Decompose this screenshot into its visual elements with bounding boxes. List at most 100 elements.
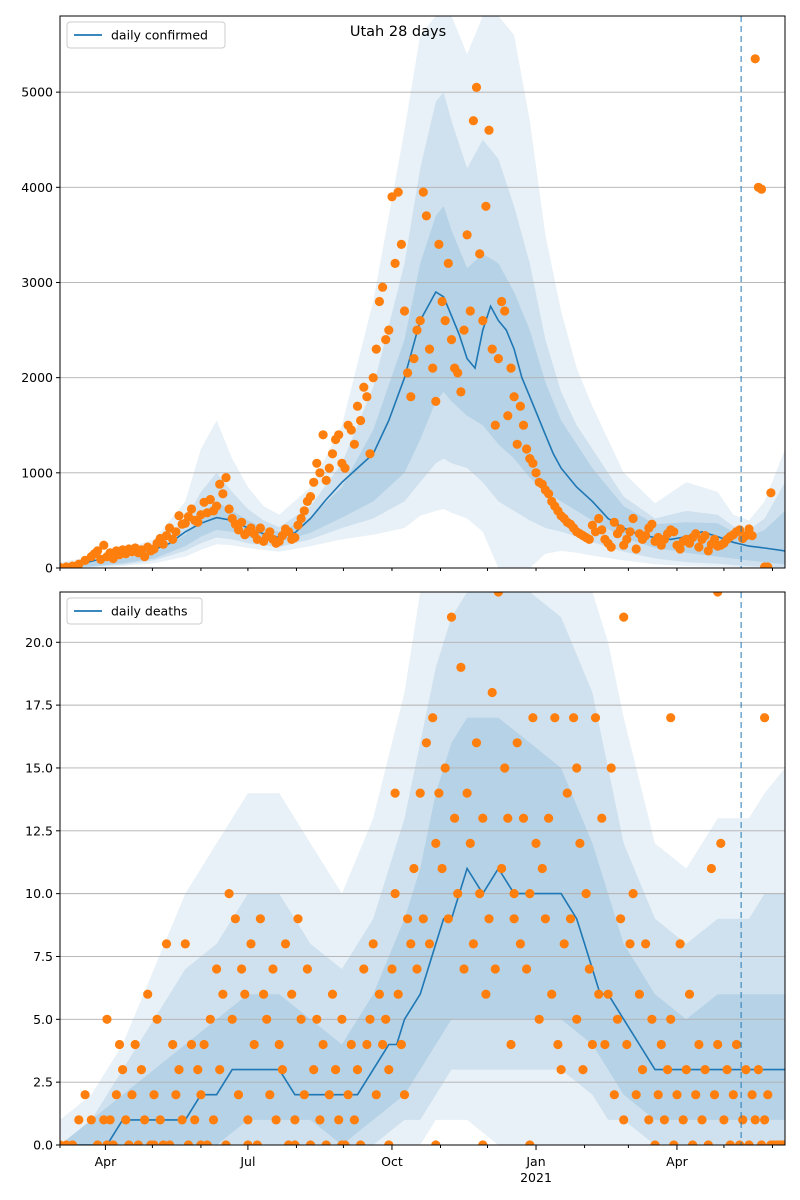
data-point: [381, 335, 391, 345]
confidence-band-1: [60, 92, 785, 568]
y-tick-label: 0.0: [33, 1138, 53, 1153]
data-point: [707, 0, 716, 5]
data-point: [337, 1140, 347, 1145]
data-point: [572, 1014, 582, 1024]
data-point: [528, 713, 538, 723]
data-point: [67, 1140, 78, 1145]
data-point: [597, 525, 607, 535]
data-point: [127, 1090, 137, 1100]
data-point: [233, 525, 244, 535]
data-point: [619, 612, 629, 622]
data-point: [779, 0, 788, 5]
data-point: [694, 1039, 704, 1050]
data-point: [641, 939, 651, 949]
data-point: [415, 788, 425, 798]
data-point: [491, 0, 500, 5]
confidence-band-2: [60, 717, 785, 1145]
data-point: [124, 1140, 134, 1145]
data-point: [105, 1115, 115, 1125]
data-point: [208, 1115, 219, 1125]
data-point: [352, 401, 363, 411]
data-point: [102, 1140, 112, 1145]
data-point: [515, 401, 526, 411]
data-point: [766, 488, 776, 498]
data-point: [403, 914, 413, 924]
data-point: [237, 517, 247, 527]
data-point: [609, 1090, 619, 1100]
data-point: [437, 296, 447, 307]
data-point: [744, 1140, 754, 1145]
x-tick-label: Jul: [239, 1154, 255, 1169]
data-point: [149, 1140, 159, 1145]
data-point: [309, 477, 319, 487]
data-point: [703, 1140, 713, 1145]
data-point: [581, 889, 591, 899]
data-point: [644, 1115, 654, 1125]
data-point: [86, 1115, 96, 1125]
data-point: [384, 1065, 394, 1075]
data-point: [678, 1115, 688, 1125]
data-point: [753, 1065, 764, 1075]
data-point: [725, 1140, 735, 1145]
data-point: [349, 439, 359, 449]
data-point: [356, 415, 366, 426]
data-point: [334, 1115, 344, 1125]
confidence-band-0: [60, 16, 785, 568]
data-point: [327, 989, 338, 999]
data-point: [268, 964, 278, 974]
data-point: [518, 420, 529, 430]
y-tick-label: 2000: [21, 370, 53, 385]
data-point: [735, 1140, 745, 1145]
data-point: [625, 939, 635, 949]
x-year-label: 2021: [520, 1170, 552, 1185]
data-point: [318, 430, 328, 440]
data-point: [722, 1065, 732, 1075]
data-point: [378, 282, 388, 292]
data-point: [396, 239, 406, 249]
data-point: [525, 1140, 535, 1145]
data-point: [728, 1090, 738, 1100]
data-point: [274, 1039, 284, 1050]
y-tick-label: 5000: [21, 85, 53, 100]
data-point: [487, 687, 497, 698]
data-point: [140, 1115, 150, 1125]
data-point: [481, 201, 491, 211]
data-point: [609, 517, 619, 527]
data-point: [346, 425, 356, 435]
data-point: [456, 387, 466, 397]
data-point: [544, 813, 554, 823]
data-point: [381, 1014, 391, 1024]
data-point: [468, 939, 478, 949]
data-point: [399, 1090, 410, 1100]
data-point: [747, 531, 757, 541]
data-point: [284, 527, 294, 537]
data-point: [738, 1115, 748, 1125]
data-point: [669, 527, 679, 537]
data-point: [418, 914, 428, 924]
data-point: [471, 738, 482, 748]
data-point: [421, 738, 431, 748]
data-point: [305, 492, 316, 502]
data-point: [215, 479, 225, 489]
data-point: [199, 1039, 209, 1050]
data-point: [406, 392, 416, 402]
data-point: [669, 1140, 679, 1145]
data-point: [393, 989, 403, 999]
data-point: [562, 788, 572, 798]
data-point: [700, 1065, 710, 1075]
legend-confirmed: daily confirmed: [66, 21, 226, 49]
data-point: [563, 0, 572, 5]
data-point: [735, 525, 745, 535]
data-point: [691, 529, 701, 539]
data-point: [631, 1090, 641, 1100]
data-point: [506, 1039, 516, 1050]
data-point: [243, 1140, 253, 1145]
data-point: [111, 1090, 121, 1100]
data-point: [550, 713, 560, 723]
data-point: [706, 863, 717, 874]
data-point: [471, 82, 482, 92]
data-point: [312, 458, 322, 468]
data-point: [324, 463, 334, 473]
data-point: [259, 989, 269, 999]
data-point: [540, 914, 551, 924]
